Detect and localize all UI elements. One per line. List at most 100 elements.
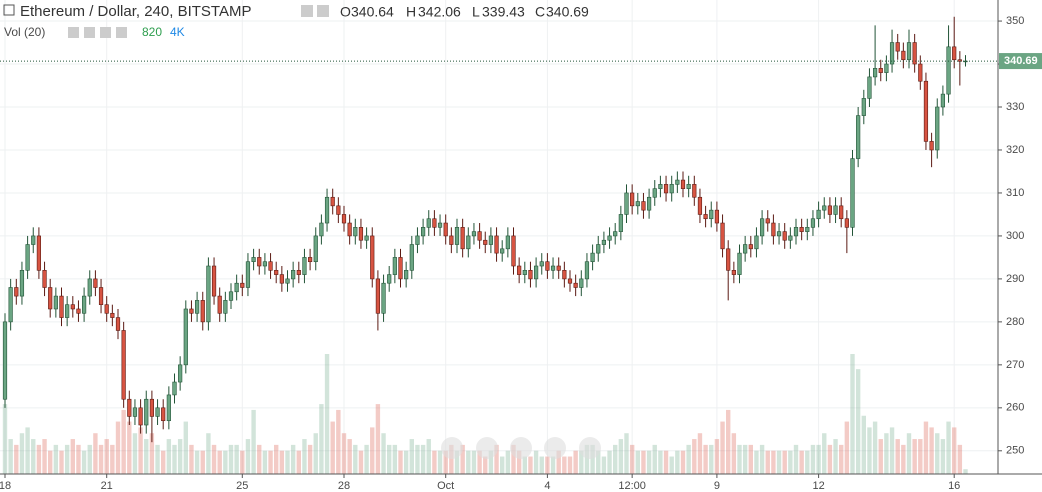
candle-body: [36, 235, 41, 271]
volume-bar: [381, 433, 386, 474]
volume-bar: [935, 433, 940, 474]
volume-bar: [341, 433, 347, 474]
candle-body: [234, 282, 239, 293]
candle-body: [737, 252, 742, 275]
low-value: 339.43: [482, 4, 525, 20]
candle-body: [669, 184, 674, 194]
volume-bar: [121, 409, 126, 474]
candle-body: [477, 231, 482, 241]
last-price-tag: [999, 53, 1042, 70]
candle-body: [618, 214, 623, 232]
candle-body: [850, 158, 855, 228]
candle-body: [466, 235, 471, 250]
volume-bar: [347, 439, 352, 474]
candle-body: [658, 184, 663, 189]
candle-body: [528, 270, 533, 280]
candle-body: [550, 265, 556, 271]
volume-bar: [245, 439, 251, 474]
volume-bar: [731, 433, 737, 474]
candle-body: [172, 381, 177, 396]
settings-icon[interactable]: [301, 5, 313, 17]
volume-bar: [584, 444, 590, 474]
volume-bar: [805, 450, 810, 474]
volume-bar: [290, 444, 296, 474]
zoom-out-button[interactable]: [476, 437, 498, 459]
vol-icon[interactable]: [100, 27, 111, 38]
candle-body: [223, 300, 228, 314]
scroll-right-button[interactable]: [579, 437, 601, 459]
candle-body: [358, 227, 364, 241]
candle-body: [471, 231, 477, 237]
candle-body: [25, 244, 30, 271]
volume-bar: [963, 469, 968, 474]
volume-bar: [64, 444, 70, 474]
vol-icon[interactable]: [116, 27, 127, 38]
candle-body: [833, 205, 838, 215]
candle-body: [432, 218, 437, 228]
candle-body: [375, 278, 381, 314]
candle-body: [200, 300, 205, 323]
volume-bar: [703, 444, 708, 474]
y-tick-label: 350: [1006, 15, 1024, 27]
volume-bar: [850, 354, 855, 474]
volume-bar: [929, 427, 934, 474]
candle-body: [110, 312, 115, 318]
volume-bar: [872, 421, 878, 474]
candle-body: [211, 265, 217, 297]
volume-bar: [19, 433, 25, 474]
volume-bar: [183, 421, 188, 474]
candle-body: [127, 398, 132, 417]
volume-bar: [454, 450, 460, 474]
candle-body: [952, 46, 957, 61]
volume-bar: [144, 439, 149, 474]
volume-bar: [652, 444, 657, 474]
candle-body: [494, 235, 499, 254]
volume-bar: [629, 444, 635, 474]
volume-bar: [726, 409, 731, 474]
scroll-left-button[interactable]: [441, 437, 463, 459]
volume-bar: [522, 456, 527, 474]
candle-body: [754, 235, 759, 250]
volume-bar: [596, 450, 601, 474]
volume-bar: [737, 444, 742, 474]
candle-body: [889, 42, 895, 65]
volume-bar: [370, 427, 375, 474]
volume-bar: [562, 456, 567, 474]
nav-buttons: [441, 437, 601, 459]
x-tick-label: 28: [338, 480, 350, 492]
volume-bar: [211, 444, 217, 474]
candle-body: [121, 330, 126, 400]
volume-bar: [87, 444, 92, 474]
volume-bar: [449, 444, 454, 474]
vol-icon[interactable]: [68, 27, 79, 38]
candle-body: [579, 278, 584, 288]
volume-bar: [307, 444, 313, 474]
reset-button[interactable]: [510, 437, 532, 459]
candle-body: [539, 261, 544, 267]
volume-bar: [822, 433, 827, 474]
candle-body: [935, 106, 940, 151]
candle-body: [500, 248, 505, 254]
candle-body: [805, 227, 810, 232]
candle-body: [776, 231, 782, 237]
volume-bar: [177, 439, 183, 474]
candle-body: [884, 63, 889, 73]
zoom-in-button[interactable]: [544, 437, 566, 459]
candle-body: [53, 295, 58, 310]
vol-icon[interactable]: [84, 27, 95, 38]
x-tick-label: 12:00: [618, 480, 646, 492]
volume-bar: [912, 439, 917, 474]
y-tick-label: 300: [1006, 230, 1024, 242]
format-icon[interactable]: [317, 5, 329, 17]
volume-bar: [296, 450, 301, 474]
candle-body: [686, 184, 691, 189]
collapse-icon[interactable]: [3, 4, 15, 16]
volume-bar: [234, 444, 239, 474]
y-tick-label: 330: [1006, 101, 1024, 113]
y-tick-label: 280: [1006, 316, 1024, 328]
volume-bar: [895, 439, 900, 474]
volume-bar: [833, 439, 838, 474]
y-tick-label: 250: [1006, 445, 1024, 457]
x-tick-label: Oct: [437, 480, 454, 492]
candle-body: [336, 205, 341, 215]
